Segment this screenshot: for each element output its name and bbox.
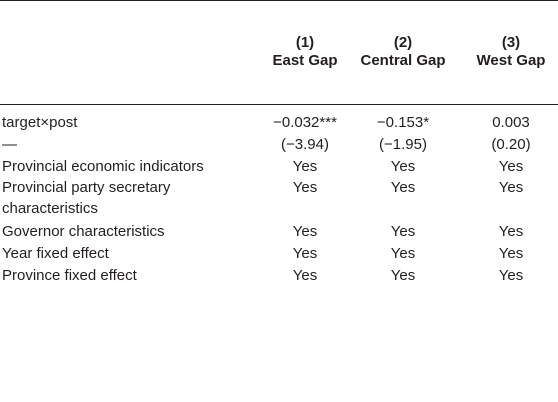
cell-col1: (−3.94) [281, 136, 329, 153]
column-number-1: (1) [295, 34, 315, 51]
table-row: Province fixed effect Yes Yes Yes [0, 265, 558, 287]
column-name-1: East Gap [272, 52, 338, 69]
cell-col3: 0.003 [492, 114, 530, 131]
top-rule [0, 0, 558, 1]
cell-col1: Yes [292, 267, 318, 284]
cell-col1: −0.032*** [273, 114, 337, 131]
row-label: Provincial party secretary characteristi… [2, 179, 171, 217]
row-label: Provincial economic indicators [2, 158, 204, 175]
cell-col1: Yes [292, 158, 318, 175]
cell-col1: Yes [292, 223, 318, 240]
row-label: Year fixed effect [2, 245, 109, 262]
row-label: Province fixed effect [2, 267, 137, 284]
header-rule [0, 104, 558, 105]
cell-col2: −0.153* [376, 114, 430, 131]
cell-col3: Yes [498, 267, 524, 284]
cell-col3: Yes [498, 179, 524, 196]
table-row: Provincial economic indicators Yes Yes Y… [0, 156, 558, 178]
table-row: Governor characteristics Yes Yes Yes [0, 221, 558, 243]
cell-col3: (0.20) [491, 136, 531, 153]
table-row: target×post −0.032*** −0.153* 0.003 [0, 112, 558, 134]
cell-col2: (−1.95) [379, 136, 427, 153]
cell-col3: Yes [498, 245, 524, 262]
cell-col3: Yes [498, 223, 524, 240]
row-label: Governor characteristics [2, 223, 165, 240]
cell-col2: Yes [390, 267, 416, 284]
cell-col1: Yes [292, 245, 318, 262]
column-header-2: (2) Central Gap [355, 34, 451, 70]
column-name-3: West Gap [476, 52, 546, 69]
cell-col1: Yes [292, 179, 318, 196]
column-number-2: (2) [393, 34, 413, 51]
column-name-2: Central Gap [360, 52, 446, 69]
cell-col2: Yes [390, 223, 416, 240]
cell-col2: Yes [390, 179, 416, 196]
table-row: — (−3.94) (−1.95) (0.20) [0, 134, 558, 156]
cell-col3: Yes [498, 158, 524, 175]
row-label: — [2, 136, 17, 153]
cell-col2: Yes [390, 158, 416, 175]
column-number-3: (3) [501, 34, 521, 51]
table-row: Provincial party secretary characteristi… [0, 177, 558, 221]
column-header-1: (1) East Gap [258, 34, 352, 70]
table-row: Year fixed effect Yes Yes Yes [0, 243, 558, 265]
cell-col2: Yes [390, 245, 416, 262]
column-header-3: (3) West Gap [468, 34, 554, 70]
row-label: target×post [2, 114, 78, 131]
